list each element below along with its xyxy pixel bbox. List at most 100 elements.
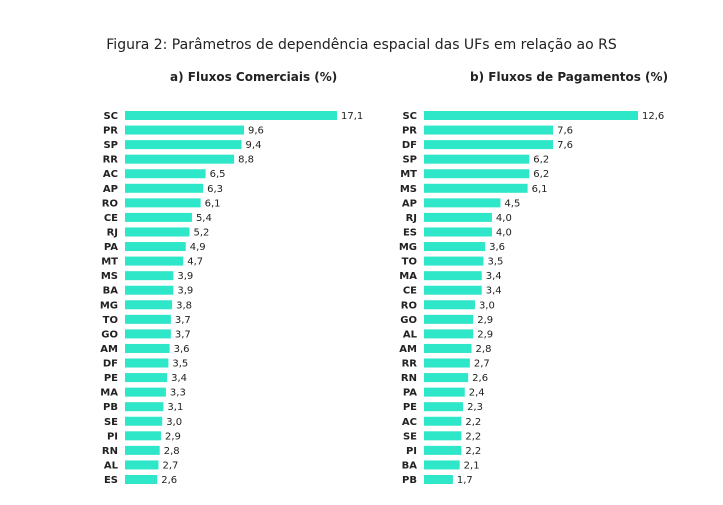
panel-a-category-label: RJ: [107, 227, 118, 238]
panel-b-bar-ma: [424, 271, 482, 281]
panel-b-bar-ro: [424, 300, 475, 310]
panel-b-bar-ba: [424, 460, 460, 470]
panel-a-category-label: ES: [104, 475, 118, 486]
panel-a-bar-sc: [125, 111, 337, 120]
panel-b-bar-df: [424, 140, 554, 150]
panel-a-bar-pe: [125, 373, 168, 383]
panel-a-value-label: 3,8: [176, 300, 192, 311]
panel-a-category-label: RO: [102, 198, 118, 209]
panel-a-value-label: 4,7: [187, 257, 203, 268]
panel-a-value-label: 6,3: [207, 184, 223, 195]
panel-a-category-label: MT: [101, 257, 118, 268]
panel-a-category-label: BA: [103, 286, 119, 297]
panel-b-bar-es: [424, 227, 492, 237]
panel-a-value-label: 3,5: [172, 359, 188, 370]
panel-a-value-label: 2,6: [161, 475, 177, 486]
panel-b-bars: SC 12,6 PR 7,6 DF 7,6 SP 6,2 MT 6,2 MS 6,1 AP 4,5 RJ 4,…: [399, 111, 664, 486]
panel-a-bar-sp: [125, 140, 242, 150]
panel-b-value-label: 4,0: [496, 213, 512, 224]
panel-a-category-label: PE: [104, 373, 118, 384]
panel-b-bar-mg: [424, 242, 486, 252]
panel-b-category-label: RO: [401, 300, 417, 311]
panel-a-category-label: RR: [103, 155, 119, 166]
panel-b-bar-ms: [424, 183, 528, 193]
panel-a-value-label: 9,6: [248, 126, 264, 137]
panel-a-category-label: SP: [103, 140, 118, 151]
panel-b-bar-rr: [424, 358, 470, 368]
panel-b-value-label: 12,6: [642, 111, 664, 122]
panel-b-category-label: PB: [402, 475, 417, 486]
panel-b-value-label: 2,1: [464, 460, 480, 471]
panel-a-value-label: 5,4: [196, 213, 212, 224]
panel-a-value-label: 3,7: [175, 315, 191, 326]
panel-a-value-label: 3,3: [170, 388, 186, 399]
panel-a-value-label: 5,2: [193, 227, 209, 238]
panel-a-category-label: PA: [104, 242, 118, 253]
panel-b-value-label: 2,6: [472, 373, 488, 384]
panel-b-value-label: 3,4: [486, 286, 502, 297]
panel-b-category-label: SE: [403, 431, 417, 442]
panel-b-category-label: PE: [403, 402, 417, 413]
panel-a-value-label: 17,1: [341, 111, 363, 122]
panel-b-bar-mt: [424, 169, 530, 179]
panel-b-category-label: SP: [402, 155, 417, 166]
panel-a-value-label: 2,8: [164, 446, 180, 457]
panel-b-bar-pb: [424, 475, 453, 484]
panel-a-bar-ro: [125, 198, 201, 208]
panel-b-value-label: 2,2: [465, 431, 481, 442]
panel-b-value-label: 7,6: [557, 140, 573, 151]
panel-a-category-label: AL: [104, 460, 119, 471]
panel-b-category-label: TO: [402, 257, 417, 268]
panel-a-category-label: CE: [104, 213, 118, 224]
panel-b-value-label: 4,5: [504, 198, 520, 209]
panel-b-category-label: RN: [401, 373, 417, 384]
panel-a-bar-pb: [125, 402, 164, 412]
panel-b-category-label: AL: [403, 329, 418, 340]
panel-b-category-label: AM: [399, 344, 417, 355]
panel-a-value-label: 3,9: [177, 271, 193, 282]
panel-a-category-label: AC: [103, 169, 118, 180]
panel-a-value-label: 9,4: [246, 140, 262, 151]
panel-a-category-label: PR: [103, 126, 118, 137]
panel-a-category-label: MG: [100, 300, 118, 311]
panel-a-category-label: DF: [103, 359, 118, 370]
panel-a-value-label: 3,0: [166, 417, 182, 428]
panel-b-value-label: 2,2: [465, 417, 481, 428]
panel-a-bar-ap: [125, 183, 204, 193]
panel-b-value-label: 1,7: [457, 475, 473, 486]
panel-b-bar-pi: [424, 445, 462, 455]
panel-b-bar-ac: [424, 416, 462, 426]
panel-b-category-label: PI: [406, 446, 417, 457]
panel-a-category-label: AP: [103, 184, 118, 195]
figure-title: Figura 2: Parâmetros de dependência espa…: [106, 37, 617, 53]
panel-b-bar-se: [424, 431, 462, 441]
panel-b-value-label: 2,7: [474, 359, 490, 370]
panel-b-value-label: 2,8: [476, 344, 492, 355]
panel-a-bar-pr: [125, 125, 245, 135]
panel-b-category-label: BA: [402, 460, 418, 471]
panel-b-bar-al: [424, 329, 474, 339]
panel-b-category-label: GO: [400, 315, 417, 326]
panel-b-category-label: PR: [402, 126, 417, 137]
panel-a-bar-ms: [125, 271, 174, 281]
panel-a-value-label: 4,9: [190, 242, 206, 253]
panel-b-value-label: 6,1: [532, 184, 548, 195]
panel-a-bar-ce: [125, 212, 192, 222]
panel-b-category-label: RR: [402, 359, 418, 370]
panel-b-category-label: MS: [400, 184, 417, 195]
panel-b-value-label: 3,4: [486, 271, 502, 282]
panel-b-value-label: 6,2: [533, 155, 549, 166]
panel-a-bar-mg: [125, 300, 173, 310]
panel-b-category-label: PA: [403, 388, 417, 399]
panel-a-category-label: PB: [103, 402, 118, 413]
panel-b-bar-sc: [424, 111, 638, 120]
panel-b-category-label: AC: [402, 417, 417, 428]
panel-b-value-label: 3,6: [489, 242, 505, 253]
panel-b-value-label: 7,6: [557, 126, 573, 137]
panel-a-value-label: 3,7: [175, 329, 191, 340]
panel-a-value-label: 2,7: [162, 460, 178, 471]
panel-b-value-label: 3,5: [487, 257, 503, 268]
panel-a-category-label: SC: [103, 111, 118, 122]
panel-b-bar-rj: [424, 212, 492, 222]
